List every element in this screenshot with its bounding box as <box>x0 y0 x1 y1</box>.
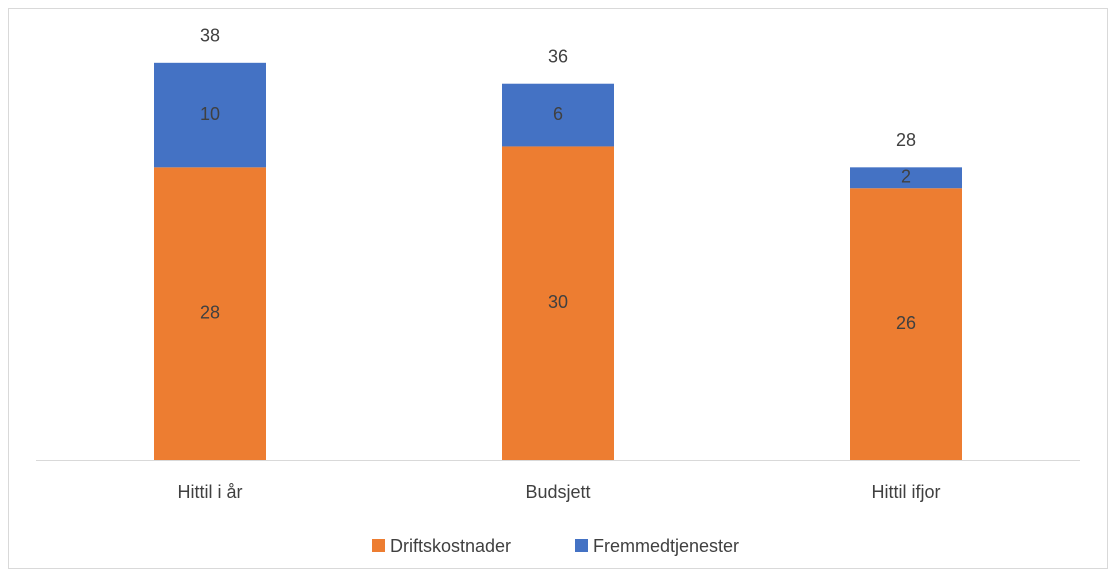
legend-label: Driftskostnader <box>390 536 511 556</box>
x-tick-label: Hittil i år <box>177 482 242 502</box>
bar-segment <box>502 83 614 147</box>
bar-segment <box>502 146 614 460</box>
data-label: 6 <box>553 104 563 124</box>
bar-segment <box>154 167 266 461</box>
total-label: 38 <box>200 26 220 46</box>
legend-label: Fremmedtjenester <box>593 536 739 556</box>
x-tick-label: Budsjett <box>525 482 590 502</box>
bar-segment <box>154 62 266 168</box>
data-label: 30 <box>548 292 568 312</box>
bar-segment <box>850 167 962 189</box>
bar-segment <box>850 188 962 460</box>
data-label: 10 <box>200 104 220 124</box>
x-tick-label: Hittil ifjor <box>871 482 940 502</box>
data-label: 26 <box>896 313 916 333</box>
total-label: 36 <box>548 46 568 66</box>
data-label: 2 <box>901 167 911 187</box>
legend-swatch <box>575 539 588 552</box>
total-label: 28 <box>896 130 916 150</box>
legend-swatch <box>372 539 385 552</box>
data-label: 28 <box>200 302 220 322</box>
